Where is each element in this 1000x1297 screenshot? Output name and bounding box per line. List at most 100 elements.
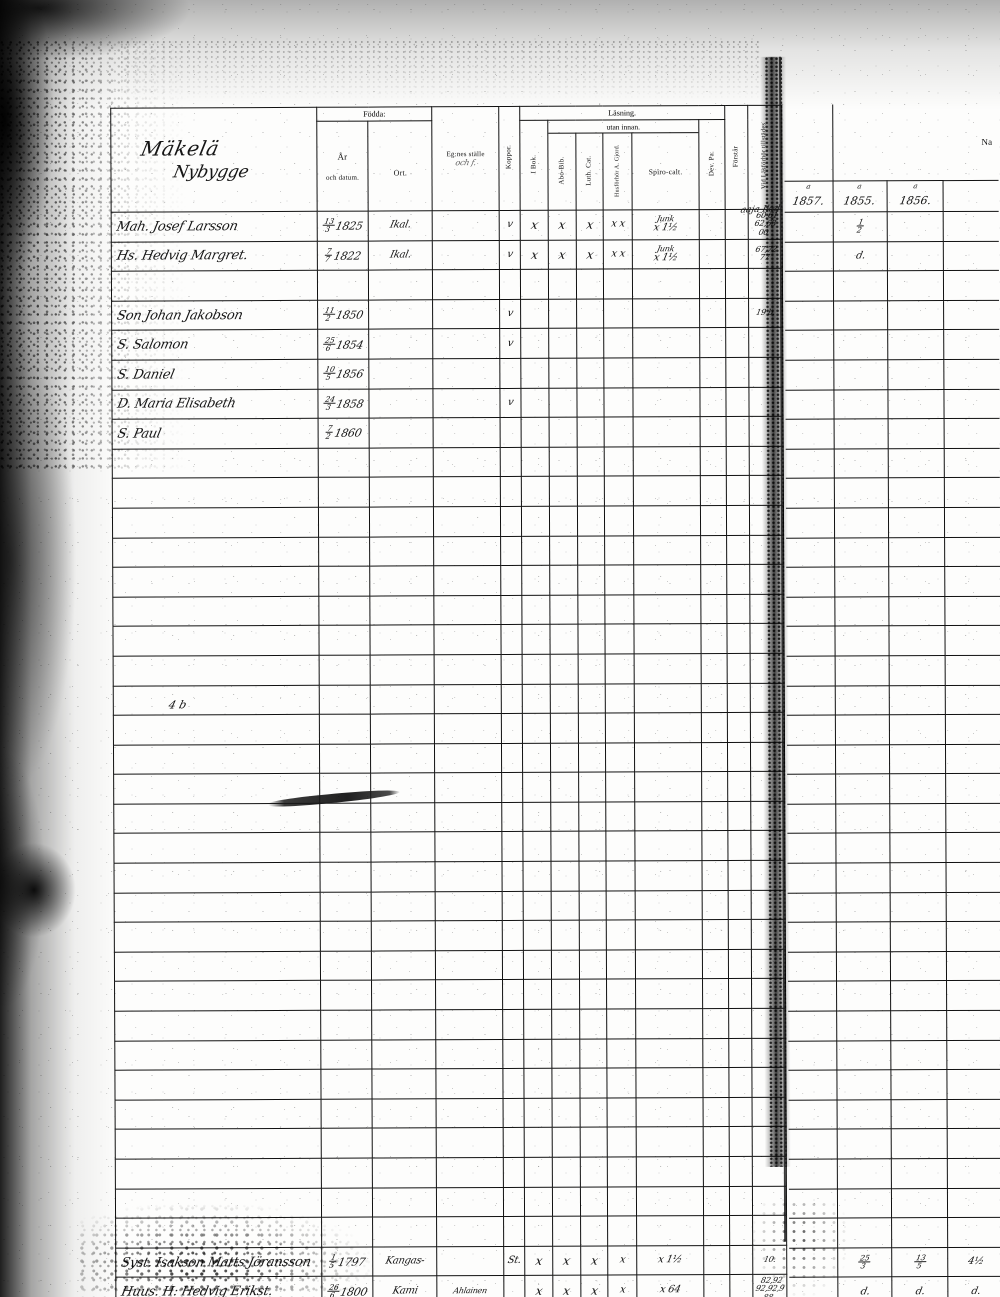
cell-right-c1 (787, 951, 837, 982)
cell-birth-place (371, 832, 436, 863)
table-row-blank (785, 507, 1000, 538)
cell-abo-bib (551, 950, 580, 980)
cell-luth-cat: x (580, 1275, 608, 1297)
header-egendom: Eg:nes ställe och f. (432, 106, 499, 211)
cell-right-c1 (786, 685, 835, 716)
cell-right-c1 (784, 241, 833, 272)
cell-i-bok (522, 683, 551, 714)
cell-egendom (434, 654, 502, 685)
cell-forstar (725, 298, 749, 328)
cell-right-c3 (890, 951, 947, 982)
cell-birth-place (368, 329, 434, 360)
cell-spiro (635, 860, 702, 891)
cell-husforhor (606, 1038, 637, 1069)
cell-luth-cat (576, 269, 604, 299)
right-header-blank (784, 104, 833, 182)
cell-husforhor (606, 1008, 637, 1039)
cell-right-c4 (944, 507, 1000, 538)
table-row-blank (114, 1008, 786, 1041)
cell-husforhor (607, 1156, 637, 1187)
cell-birth-date: 24 3 1858 (317, 388, 370, 419)
table-row-blank (114, 949, 786, 982)
cell-forstar (725, 239, 749, 269)
cell-birth-date (318, 536, 370, 567)
cell-name (113, 655, 319, 686)
cell-i-bok (523, 950, 552, 980)
cell-husforhor (605, 772, 636, 802)
cell-egendom (435, 831, 502, 862)
cell-husforhor (605, 742, 636, 773)
table-row-blank (786, 596, 1000, 627)
right-year-sup-2: a (912, 182, 918, 191)
table-row-blank (786, 566, 1000, 597)
cell-right-c2 (833, 330, 888, 361)
cell-name (113, 684, 320, 716)
table-row-blank (112, 564, 784, 597)
header-group-utan-innan: utan innan. (548, 120, 699, 134)
cell-right-c1 (787, 803, 836, 834)
cell-luth-cat (576, 387, 605, 418)
cell-right-c1 (786, 744, 836, 775)
cell-i-bok: x (524, 1246, 554, 1276)
cell-birth-date (317, 447, 370, 478)
cell-luth-cat (578, 801, 606, 832)
cell-birth-place (372, 1128, 437, 1159)
cell-right-c3: 13 5 (891, 1247, 948, 1278)
cell-birth-date: 7 7 1822 (316, 240, 369, 271)
cell-right-c3 (888, 596, 946, 627)
communion-book-right-table: Na a 1857. a 1855. a 1856. 1 2 d. 25 3 13 5 4½ d… (784, 103, 1000, 1297)
cell-egendom (434, 536, 501, 566)
cell-forstar (727, 801, 752, 831)
cell-i-bok (523, 920, 552, 951)
cell-right-c4 (944, 596, 1000, 626)
cell-right-c3 (887, 359, 945, 390)
cell-name (112, 625, 319, 657)
cell-right-c1 (787, 892, 836, 923)
cell-egendom (432, 210, 500, 241)
cell-dev-pa (701, 742, 728, 772)
cell-spiro (632, 298, 700, 329)
cell-husforhor (604, 594, 635, 625)
cell-spiro (633, 446, 701, 477)
cell-i-bok (520, 299, 549, 329)
cell-forstar (725, 386, 750, 417)
cell-forstar (728, 1038, 753, 1068)
cell-birth-date (319, 832, 372, 863)
cell-forstar (728, 890, 752, 920)
cell-right-c3 (889, 714, 946, 745)
cell-birth-place (369, 417, 434, 448)
cell-dev-pa (701, 771, 728, 802)
cell-i-bok (521, 476, 550, 507)
cell-luth-cat (577, 713, 606, 743)
cell-egendom (436, 1068, 503, 1099)
cell-right-c2 (835, 744, 890, 775)
cell-luth-cat: x (580, 1245, 608, 1276)
cell-luth-cat (578, 772, 606, 803)
cell-egendom (433, 447, 501, 478)
cell-forstar (727, 742, 751, 772)
cell-luth-cat (577, 594, 605, 625)
cell-forstar (727, 623, 751, 654)
cell-egendom (436, 1009, 503, 1040)
cell-right-c4 (943, 270, 1000, 301)
cell-i-bok (523, 1127, 553, 1158)
cell-dev-pa (700, 683, 728, 713)
cell-koppor (501, 861, 523, 892)
table-row-blank (113, 830, 785, 864)
cell-husforhor (607, 1216, 638, 1246)
cell-birth-date: 13 3 1825 (316, 211, 369, 241)
cell-forstar (727, 653, 751, 684)
cell-egendom (433, 388, 500, 418)
cell-husforhor (605, 713, 635, 743)
cell-husforhor (606, 920, 636, 950)
table-row: S. Daniel 10 5 1856 (111, 357, 783, 390)
cell-koppor: v (499, 387, 521, 418)
cell-right-c2: d. (832, 241, 888, 272)
cell-right-c4 (946, 891, 1000, 922)
table-row-blank (112, 446, 784, 479)
cell-forstar (726, 475, 750, 506)
cell-husforhor (605, 683, 635, 714)
table-row-blank (113, 860, 786, 893)
cell-right-c1 (787, 922, 836, 953)
left-table-body: Mah. Josef Larsson 13 3 1825 Ikal. v x x x x x Jun… (111, 209, 787, 1297)
